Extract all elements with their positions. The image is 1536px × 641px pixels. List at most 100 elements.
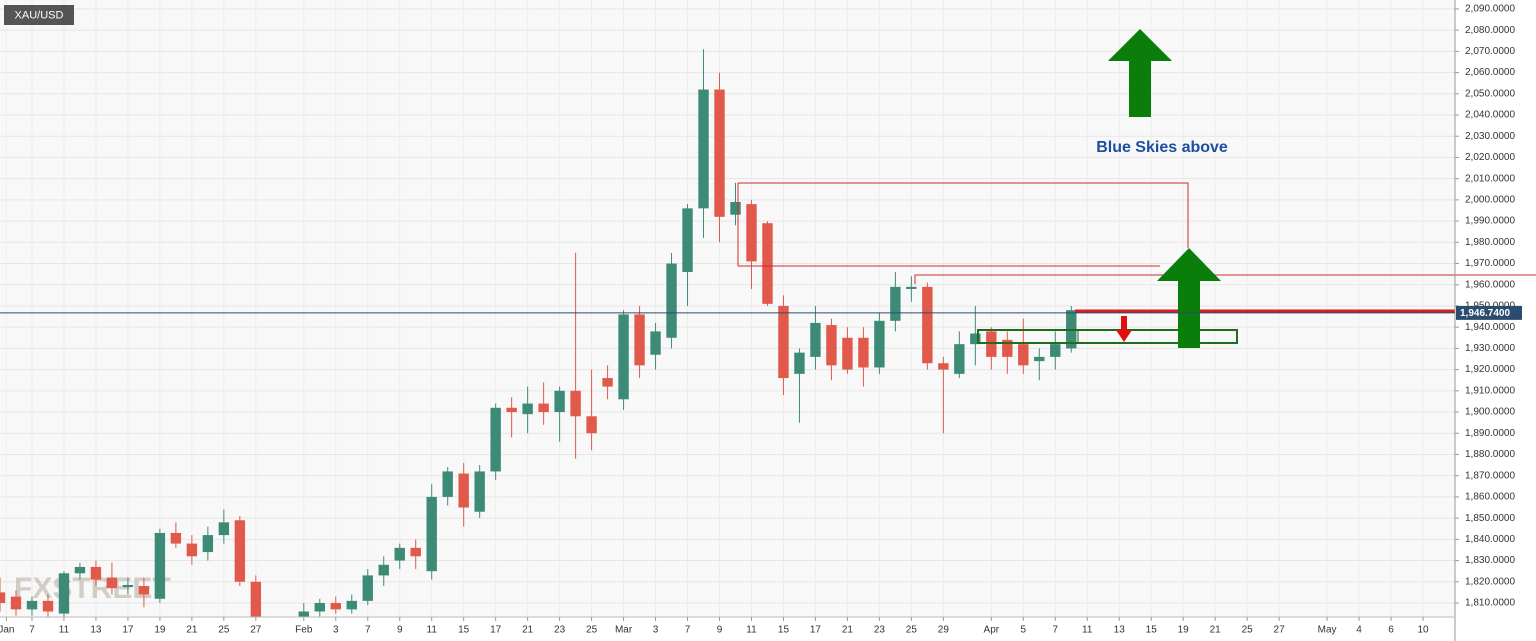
x-tick-label: 29 [938, 625, 950, 636]
x-tick-label: 11 [59, 625, 70, 636]
candle-body [618, 314, 629, 400]
candle-body [330, 602, 341, 610]
x-tick-label: 3 [653, 625, 659, 636]
candle-body [650, 331, 661, 355]
y-tick-label: 1,840.0000 [1465, 534, 1515, 545]
x-tick-label: 27 [250, 625, 262, 636]
x-tick-label: 13 [90, 625, 102, 636]
candle-body [442, 471, 453, 497]
candle-body [154, 532, 166, 599]
candle-body [570, 390, 581, 417]
candle-body [490, 407, 501, 472]
y-tick-label: 2,000.0000 [1465, 195, 1515, 206]
y-tick-label: 1,870.0000 [1465, 470, 1515, 481]
candle-body [1034, 356, 1045, 362]
candle-body [394, 547, 405, 561]
candle-body [106, 577, 118, 589]
candle-body [986, 331, 997, 357]
support-box [977, 329, 1079, 344]
candle-body [746, 204, 757, 262]
candle-body [458, 473, 469, 508]
x-tick-label: 21 [842, 625, 854, 636]
x-tick-label: 21 [1210, 625, 1222, 636]
candle-body [346, 600, 357, 610]
x-tick-label: 5 [1021, 625, 1027, 636]
candle-body [138, 586, 150, 595]
x-tick-label: Apr [984, 625, 1000, 636]
x-tick-label: 7 [685, 625, 691, 636]
candle-body [474, 471, 485, 512]
y-tick-label: 2,070.0000 [1465, 46, 1515, 57]
x-tick-label: May [1318, 625, 1337, 636]
y-tick-label: 2,020.0000 [1465, 152, 1515, 163]
x-tick-label: 3 [333, 625, 339, 636]
candle-body [1002, 339, 1013, 357]
candle-body [794, 352, 805, 374]
candle-body [74, 566, 86, 574]
y-tick-label: 1,910.0000 [1465, 385, 1515, 396]
y-tick-label: 1,850.0000 [1465, 513, 1515, 524]
y-tick-label: 1,860.0000 [1465, 492, 1515, 503]
candle-body [762, 223, 773, 304]
candle-body [586, 416, 597, 434]
y-tick-label: 1,920.0000 [1465, 364, 1515, 375]
candle-body [666, 263, 677, 338]
y-tick-label: 1,810.0000 [1465, 598, 1515, 609]
y-tick-label: 1,830.0000 [1465, 555, 1515, 566]
candle-body [922, 286, 933, 364]
x-tick-label: 11 [427, 625, 438, 636]
candle-body [202, 535, 214, 553]
candle-body [874, 320, 885, 368]
x-tick-label: 7 [29, 625, 35, 636]
candle-body [1050, 344, 1061, 357]
x-tick-label: 9 [717, 625, 723, 636]
x-tick-label: 25 [218, 625, 230, 636]
candle-body [602, 378, 613, 387]
y-tick-label: 1,980.0000 [1465, 237, 1515, 248]
x-tick-label: 21 [522, 625, 534, 636]
grid [0, 0, 1455, 617]
x-tick-label: 15 [458, 625, 470, 636]
x-tick-label: 23 [874, 625, 886, 636]
symbol: XAU/USD [15, 9, 64, 21]
candle-body [778, 305, 789, 379]
candle-body [938, 363, 949, 370]
candle-body [730, 201, 741, 215]
x-tick-label: Mar [615, 625, 633, 636]
x-tick-label: 7 [365, 625, 371, 636]
candle-body [170, 532, 182, 544]
candle-body [234, 520, 246, 582]
candle-body [250, 581, 262, 617]
candle-body [698, 89, 709, 209]
candle-body [522, 403, 533, 415]
x-tick-label: 15 [1146, 625, 1158, 636]
candle-body [714, 89, 725, 217]
y-tick-label: 2,090.0000 [1465, 4, 1515, 15]
y-tick-label: 2,030.0000 [1465, 131, 1515, 142]
x-tick-label: 11 [1082, 625, 1093, 636]
x-tick-label: 15 [778, 625, 790, 636]
x-tick-label: 10 [1417, 625, 1429, 636]
y-tick-label: 2,010.0000 [1465, 173, 1515, 184]
x-tick-label: 23 [554, 625, 566, 636]
candle-body [970, 333, 981, 345]
candle-body [538, 403, 549, 413]
candle-body [314, 602, 325, 612]
candle-body [378, 564, 389, 576]
x-tick-label: 25 [586, 625, 598, 636]
y-tick-label: 2,080.0000 [1465, 25, 1515, 36]
candle-body [298, 611, 309, 617]
y-tick-label: 1,930.0000 [1465, 343, 1515, 354]
x-tick-label: 9 [397, 625, 403, 636]
candle-body [410, 547, 421, 557]
up-arrow [1157, 248, 1221, 348]
candle-body [186, 543, 198, 557]
x-tick-label: 6 [1388, 625, 1394, 636]
candle-body [90, 566, 102, 580]
y-tick-label: 2,060.0000 [1465, 67, 1515, 78]
x-tick-label: 13 [1114, 625, 1126, 636]
symbol-badge [4, 5, 74, 25]
y-tick-label: 1,970.0000 [1465, 258, 1515, 269]
x-tick-label: 19 [1178, 625, 1190, 636]
